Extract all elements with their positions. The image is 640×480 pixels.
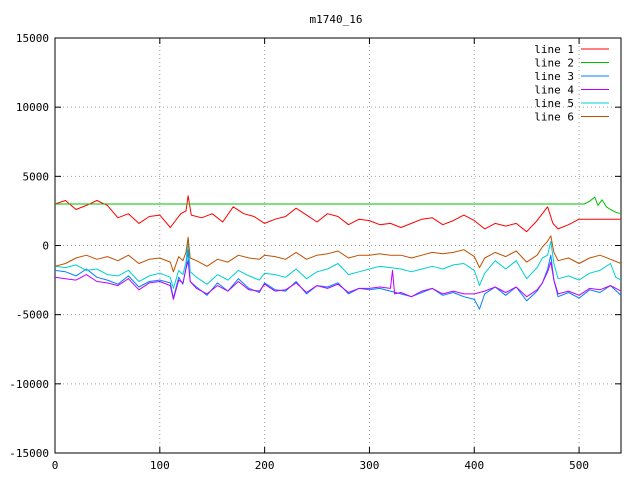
axes: 0 100 200 300 400 500 -15000 -10000 -5000 0 5000 10…: [9, 32, 622, 472]
x-tick-label: 0: [52, 459, 59, 472]
legend-label: line 3: [534, 70, 574, 83]
y-tick-label: 5000: [23, 170, 50, 183]
legend-label: line 6: [534, 111, 574, 124]
x-tick-label: 300: [360, 459, 380, 472]
series-line-4: [54, 260, 622, 300]
series-line-6: [54, 235, 622, 273]
legend-item: line 1: [534, 43, 609, 56]
y-tick-label: -15000: [9, 447, 49, 460]
legend-item: line 3: [534, 70, 609, 83]
y-tick-label: -10000: [9, 378, 49, 391]
chart-title: m1740_16: [310, 13, 363, 26]
series-line-1: [54, 195, 621, 233]
series-line-5: [54, 239, 622, 289]
series-line-2: [55, 196, 622, 215]
x-tick-label: 500: [569, 459, 589, 472]
legend-label: line 5: [534, 97, 574, 110]
y-tick-label: -5000: [16, 309, 49, 322]
y-tick-label: 15000: [16, 32, 49, 45]
series-line-3: [54, 249, 622, 310]
legend-label: line 2: [534, 57, 574, 70]
legend-item: line 2: [534, 57, 609, 70]
legend-item: line 4: [534, 84, 609, 97]
x-tick-label: 200: [255, 459, 275, 472]
legend-item: line 5: [534, 97, 609, 110]
legend-item: line 6: [534, 111, 609, 124]
y-tick-label: 10000: [16, 101, 49, 114]
x-tick-label: 400: [464, 459, 484, 472]
x-tick-label: 100: [150, 459, 170, 472]
y-tick-label: 0: [42, 240, 49, 253]
series-layer: [54, 195, 622, 310]
legend-label: line 4: [534, 84, 574, 97]
legend-label: line 1: [534, 43, 574, 56]
